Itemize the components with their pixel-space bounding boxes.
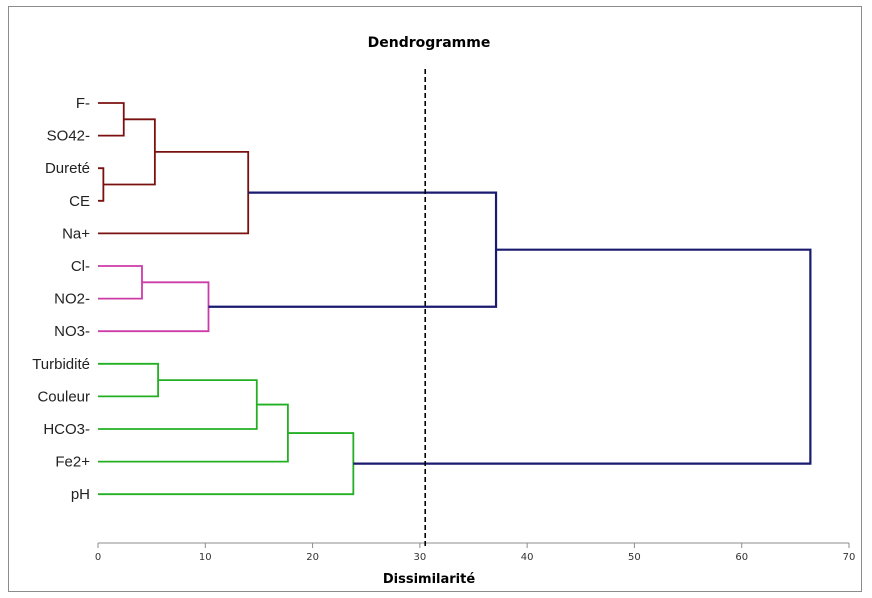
leaf-label-couleur: Couleur bbox=[37, 388, 90, 405]
x-tick-label: 10 bbox=[199, 552, 212, 563]
chart-frame: Dendrogramme Dissimilarité 0 10 20 30 40 50 60… bbox=[8, 6, 862, 592]
x-tick-label: 30 bbox=[413, 552, 426, 563]
leaf-label-no3: NO3- bbox=[54, 323, 90, 340]
leaf-label-f: F- bbox=[76, 95, 90, 112]
x-tick-label: 70 bbox=[843, 552, 856, 563]
dendrogram-link-m6 bbox=[98, 281, 210, 333]
dendrogram-link-m11 bbox=[98, 432, 355, 496]
dendrogram-link-m9 bbox=[98, 379, 258, 430]
leaf-label-cl: Cl- bbox=[71, 258, 90, 275]
dendrogram-links bbox=[98, 102, 812, 496]
x-tick-label: 20 bbox=[306, 552, 319, 563]
x-tick-label: 60 bbox=[735, 552, 748, 563]
x-axis: 0 10 20 30 40 50 60 70 bbox=[95, 542, 856, 563]
leaf-label-turbidite: Turbidité bbox=[32, 356, 90, 373]
leaf-label-fe2: Fe2+ bbox=[55, 454, 90, 471]
leaf-label-hco3: HCO3- bbox=[43, 421, 90, 438]
leaf-label-na: Na+ bbox=[62, 225, 90, 242]
x-axis-label: Dissimilarité bbox=[383, 572, 475, 587]
dendrogram-link-m4 bbox=[98, 150, 250, 235]
leaf-label-no2: NO2- bbox=[54, 291, 90, 308]
dendrogram-link-m5 bbox=[98, 265, 143, 300]
x-tick-label: 40 bbox=[521, 552, 534, 563]
leaf-label-so42: SO42- bbox=[47, 128, 90, 145]
dendrogram-link-m7 bbox=[208, 191, 498, 308]
x-tick-label: 0 bbox=[95, 552, 101, 563]
dendrogram-link-m1 bbox=[98, 102, 125, 137]
dendrogram-link-m3 bbox=[103, 118, 156, 186]
leaf-label-ce: CE bbox=[69, 193, 90, 210]
leaf-label-ph: pH bbox=[71, 486, 90, 503]
dendrogram-chart: Dendrogramme Dissimilarité 0 10 20 30 40 50 60… bbox=[32, 35, 856, 587]
x-tick-label: 50 bbox=[628, 552, 641, 563]
dendrogram-link-m2 bbox=[98, 167, 105, 202]
dendrogram-link-m12 bbox=[353, 248, 812, 465]
leaf-labels: F- SO42- Dureté CE Na+ Cl- NO2- NO3- Turbidité Co… bbox=[32, 95, 90, 503]
leaf-label-durete: Dureté bbox=[45, 160, 90, 177]
dendrogram-link-m10 bbox=[98, 403, 289, 463]
chart-title: Dendrogramme bbox=[368, 35, 491, 51]
dendrogram-link-m8 bbox=[98, 362, 159, 398]
